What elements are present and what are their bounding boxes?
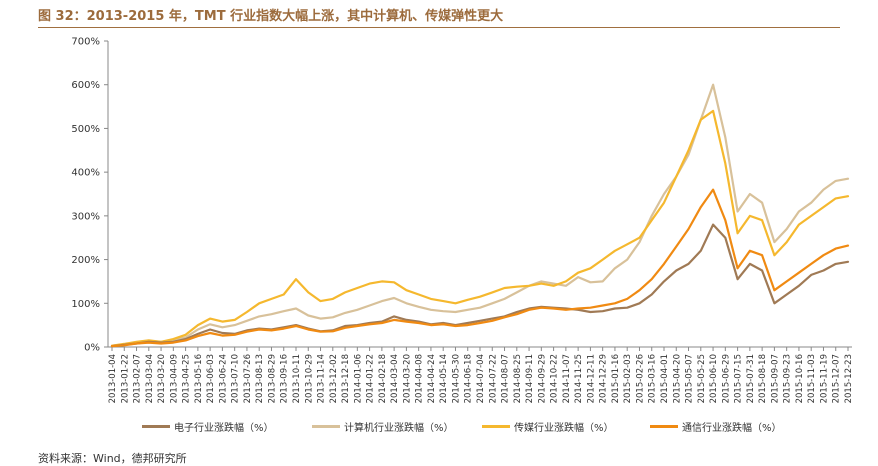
x-tick-label: 2015-10-16 — [795, 354, 805, 403]
x-tick-label: 2013-01-04 — [108, 354, 118, 403]
x-tick-label: 2013-12-02 — [329, 354, 339, 403]
x-tick-label: 2014-11-07 — [562, 354, 572, 403]
x-tick-label: 2013-06-24 — [218, 354, 228, 403]
x-tick-label: 2013-08-13 — [255, 354, 265, 403]
x-tick-label: 2015-06-10 — [709, 354, 719, 403]
x-tick-label: 2013-01-22 — [120, 354, 130, 403]
x-tick-label: 2014-04-08 — [415, 354, 425, 403]
x-tick-label: 2015-05-07 — [685, 354, 695, 403]
x-tick-label: 2015-09-07 — [770, 354, 780, 403]
x-tick-label: 2013-04-25 — [182, 354, 192, 403]
y-tick-label: 600% — [71, 80, 100, 91]
x-tick-label: 2014-01-06 — [353, 354, 363, 403]
x-tick-label: 2014-09-11 — [525, 354, 535, 403]
legend-swatch-media — [482, 425, 510, 428]
y-tick-label: 500% — [71, 124, 100, 135]
x-tick-label: 2015-08-18 — [758, 354, 768, 403]
x-tick-label: 2014-04-24 — [427, 354, 437, 403]
x-tick-label: 2015-07-15 — [734, 354, 744, 403]
x-tick-label: 2013-10-11 — [292, 354, 302, 403]
x-tick-label: 2013-02-07 — [133, 354, 143, 403]
x-tick-label: 2015-11-03 — [807, 354, 817, 403]
series-line-telecom — [110, 188, 850, 348]
y-tick-label: 400% — [71, 168, 100, 179]
legend-swatch-electronics — [142, 425, 170, 428]
x-tick-label: 2014-08-25 — [513, 354, 523, 403]
legend-telecom: 通信行业涨跌幅（%） — [650, 419, 782, 434]
x-tick-label: 2014-11-25 — [574, 354, 584, 403]
y-tick-label: 100% — [71, 299, 100, 310]
y-tick-label: 300% — [71, 211, 100, 222]
legend-swatch-computer — [312, 425, 340, 428]
x-tick-label: 2013-04-09 — [169, 354, 179, 403]
x-tick-label: 2014-07-04 — [476, 354, 486, 403]
x-tick-label: 2013-11-14 — [317, 354, 327, 403]
x-tick-label: 2013-05-16 — [194, 354, 204, 403]
series-line-media — [110, 109, 850, 347]
y-tick-label: 200% — [71, 255, 100, 266]
x-tick-label: 2015-01-16 — [611, 354, 621, 403]
x-tick-label: 2015-03-16 — [648, 354, 658, 403]
figure-title: 图 32：2013-2015 年，TMT 行业指数大幅上涨，其中计算机、传媒弹性… — [38, 9, 504, 24]
legend-label-electronics: 电子行业涨跌幅（%） — [174, 423, 274, 434]
legend-label-telecom: 通信行业涨跌幅（%） — [682, 423, 782, 434]
legend-media: 传媒行业涨跌幅（%） — [482, 419, 614, 434]
x-tick-label: 2014-12-29 — [599, 354, 609, 403]
y-tick-label: 0% — [84, 343, 100, 354]
x-tick-label: 2015-07-31 — [746, 354, 756, 403]
x-tick-label: 2014-03-20 — [402, 354, 412, 403]
x-tick-label: 2015-12-07 — [832, 354, 842, 403]
legend-label-media: 传媒行业涨跌幅（%） — [514, 423, 614, 434]
x-tick-label: 2014-09-29 — [537, 354, 547, 403]
x-tick-label: 2013-08-29 — [267, 354, 277, 403]
x-tick-label: 2015-11-19 — [819, 354, 829, 403]
x-tick-label: 2015-04-20 — [672, 354, 682, 403]
x-tick-label: 2015-02-26 — [635, 354, 645, 403]
x-tick-label: 2014-03-04 — [390, 354, 400, 403]
x-tick-label: 2015-09-23 — [783, 354, 793, 403]
x-tick-label: 2013-06-03 — [206, 354, 216, 403]
y-tick-label: 700% — [71, 37, 100, 48]
x-tick-label: 2014-05-30 — [451, 354, 461, 403]
x-tick-label: 2015-05-25 — [697, 354, 707, 403]
x-tick-label: 2014-05-14 — [439, 354, 449, 403]
x-tick-label: 2013-07-26 — [243, 354, 253, 403]
x-tick-label: 2014-02-18 — [378, 354, 388, 403]
x-tick-label: 2015-04-01 — [660, 354, 670, 403]
legend-swatch-telecom — [650, 425, 678, 428]
legend-computer: 计算机行业涨跌幅（%） — [312, 419, 454, 434]
x-tick-label: 2014-10-22 — [550, 354, 560, 403]
legend-electronics: 电子行业涨跌幅（%） — [142, 419, 274, 434]
x-tick-label: 2013-03-04 — [145, 354, 155, 403]
x-tick-label: 2014-07-22 — [488, 354, 498, 403]
x-tick-label: 2015-12-23 — [844, 354, 854, 403]
title-divider — [38, 27, 840, 28]
x-tick-label: 2013-03-20 — [157, 354, 167, 403]
x-tick-label: 2013-10-29 — [304, 354, 314, 403]
x-tick-label: 2014-06-18 — [464, 354, 474, 403]
x-tick-label: 2014-08-07 — [501, 354, 511, 403]
x-tick-label: 2013-07-10 — [231, 354, 241, 403]
x-tick-label: 2015-06-29 — [721, 354, 731, 403]
series-line-computer — [110, 83, 850, 347]
x-tick-label: 2014-12-11 — [586, 354, 596, 403]
x-tick-label: 2014-01-22 — [366, 354, 376, 403]
x-tick-label: 2015-02-03 — [623, 354, 633, 403]
x-tick-label: 2013-12-18 — [341, 354, 351, 403]
source-note: 资料来源：Wind，德邦研究所 — [38, 452, 187, 465]
legend-label-computer: 计算机行业涨跌幅（%） — [344, 423, 454, 434]
x-tick-label: 2013-09-16 — [280, 354, 290, 403]
